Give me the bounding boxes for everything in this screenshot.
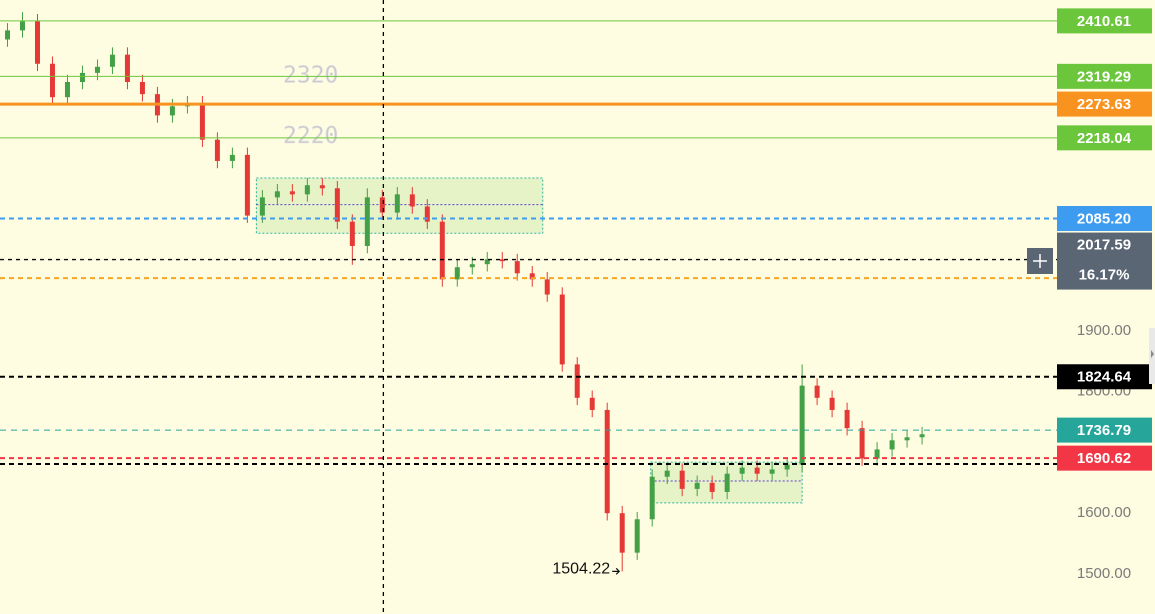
- candle-body: [214, 139, 220, 161]
- scroll-handle[interactable]: [1149, 328, 1155, 384]
- candle-body: [559, 294, 565, 365]
- price-badge: [1057, 206, 1152, 232]
- candle-body: [439, 221, 445, 280]
- candle-body: [754, 467, 760, 474]
- candle-body: [769, 469, 775, 474]
- price-badge: [1057, 445, 1152, 471]
- candle-body: [694, 482, 700, 489]
- candle-body: [259, 197, 265, 216]
- candle-body: [724, 473, 730, 492]
- plot-layer: 1504.22: [0, 0, 1057, 614]
- candle-body: [829, 397, 835, 410]
- price-badge: [1057, 91, 1152, 117]
- price-badge-label: 2218.04: [1077, 130, 1132, 147]
- price-badge: [1057, 417, 1152, 443]
- price-badge: [1057, 63, 1152, 89]
- price-badge-label: 1736.79: [1077, 422, 1131, 439]
- candle-body: [169, 106, 175, 116]
- candle-body: [49, 63, 55, 98]
- candle-body: [859, 428, 865, 459]
- crosshair-change: 16.17%: [1079, 267, 1130, 284]
- candle-body: [334, 188, 340, 222]
- candle-body: [799, 385, 805, 465]
- candle-body: [544, 279, 550, 295]
- candle-body: [4, 30, 10, 40]
- price-badge: [1057, 125, 1152, 151]
- y-tick-label: 1500.00: [1077, 565, 1131, 582]
- candle-body: [619, 513, 625, 553]
- candle-body: [319, 185, 325, 189]
- price-badge-label: 2085.20: [1077, 210, 1131, 227]
- candle-body: [919, 434, 925, 438]
- candle-body: [244, 154, 250, 216]
- candle-body: [679, 470, 685, 489]
- price-badge-label: 1824.64: [1077, 369, 1132, 386]
- candle-body: [484, 259, 490, 265]
- candle-body: [199, 103, 205, 140]
- candle-body: [364, 197, 370, 246]
- scroll-arrow: [1151, 350, 1154, 358]
- candle-body: [634, 519, 640, 553]
- candle-body: [874, 449, 880, 459]
- price-axis: 1500.001600.001800.001900.002410.612319.…: [1057, 8, 1152, 582]
- candle-body: [889, 440, 895, 450]
- y-tick-label: 1600.00: [1077, 504, 1131, 521]
- price-badge: [1057, 364, 1152, 390]
- price-badge-label: 2273.63: [1077, 96, 1131, 113]
- candle-body: [574, 364, 580, 398]
- level-annotation: 2320: [283, 62, 338, 88]
- level-annotation: 2220: [283, 123, 338, 149]
- candle-body: [589, 397, 595, 410]
- candle-body: [124, 54, 130, 82]
- candle-body: [709, 482, 715, 492]
- candle-body: [739, 467, 745, 474]
- candle-body: [604, 409, 610, 514]
- candle-body: [304, 185, 310, 195]
- candle-body: [274, 191, 280, 198]
- candle-body: [664, 470, 670, 477]
- candle-body: [19, 21, 25, 31]
- candle-body: [394, 194, 400, 213]
- candle-body: [904, 437, 910, 441]
- candle-body: [784, 464, 790, 470]
- price-badge-label: 1690.62: [1077, 450, 1131, 467]
- candle-body: [94, 66, 100, 73]
- candle-body: [499, 259, 505, 262]
- candle-body: [844, 409, 850, 429]
- low-arrow: [612, 567, 621, 575]
- price-badge-label: 2410.61: [1077, 13, 1131, 30]
- add-button[interactable]: [1027, 248, 1053, 274]
- candle-body: [649, 476, 655, 520]
- low-label: 1504.22: [552, 561, 610, 578]
- candle-body: [139, 81, 145, 95]
- candle-body: [34, 21, 40, 64]
- candle-body: [289, 191, 295, 195]
- candle-body: [469, 264, 475, 268]
- price-badge: [1057, 8, 1152, 34]
- candle-body: [229, 154, 235, 161]
- candle-body: [814, 385, 820, 398]
- candle-body: [454, 267, 460, 280]
- candle-body: [349, 221, 355, 246]
- crosshair-price: 2017.59: [1077, 237, 1131, 254]
- candle-body: [529, 273, 535, 280]
- candle-body: [64, 81, 70, 98]
- crosshair-badge: [1057, 232, 1152, 290]
- candle-body: [424, 206, 430, 222]
- candle-body: [514, 261, 520, 274]
- candle-body: [109, 54, 115, 67]
- candle-body: [79, 72, 85, 82]
- price-badge-label: 2319.29: [1077, 68, 1131, 85]
- candle-body: [409, 194, 415, 207]
- candle-body: [379, 197, 385, 213]
- y-tick-label: 1900.00: [1077, 322, 1131, 339]
